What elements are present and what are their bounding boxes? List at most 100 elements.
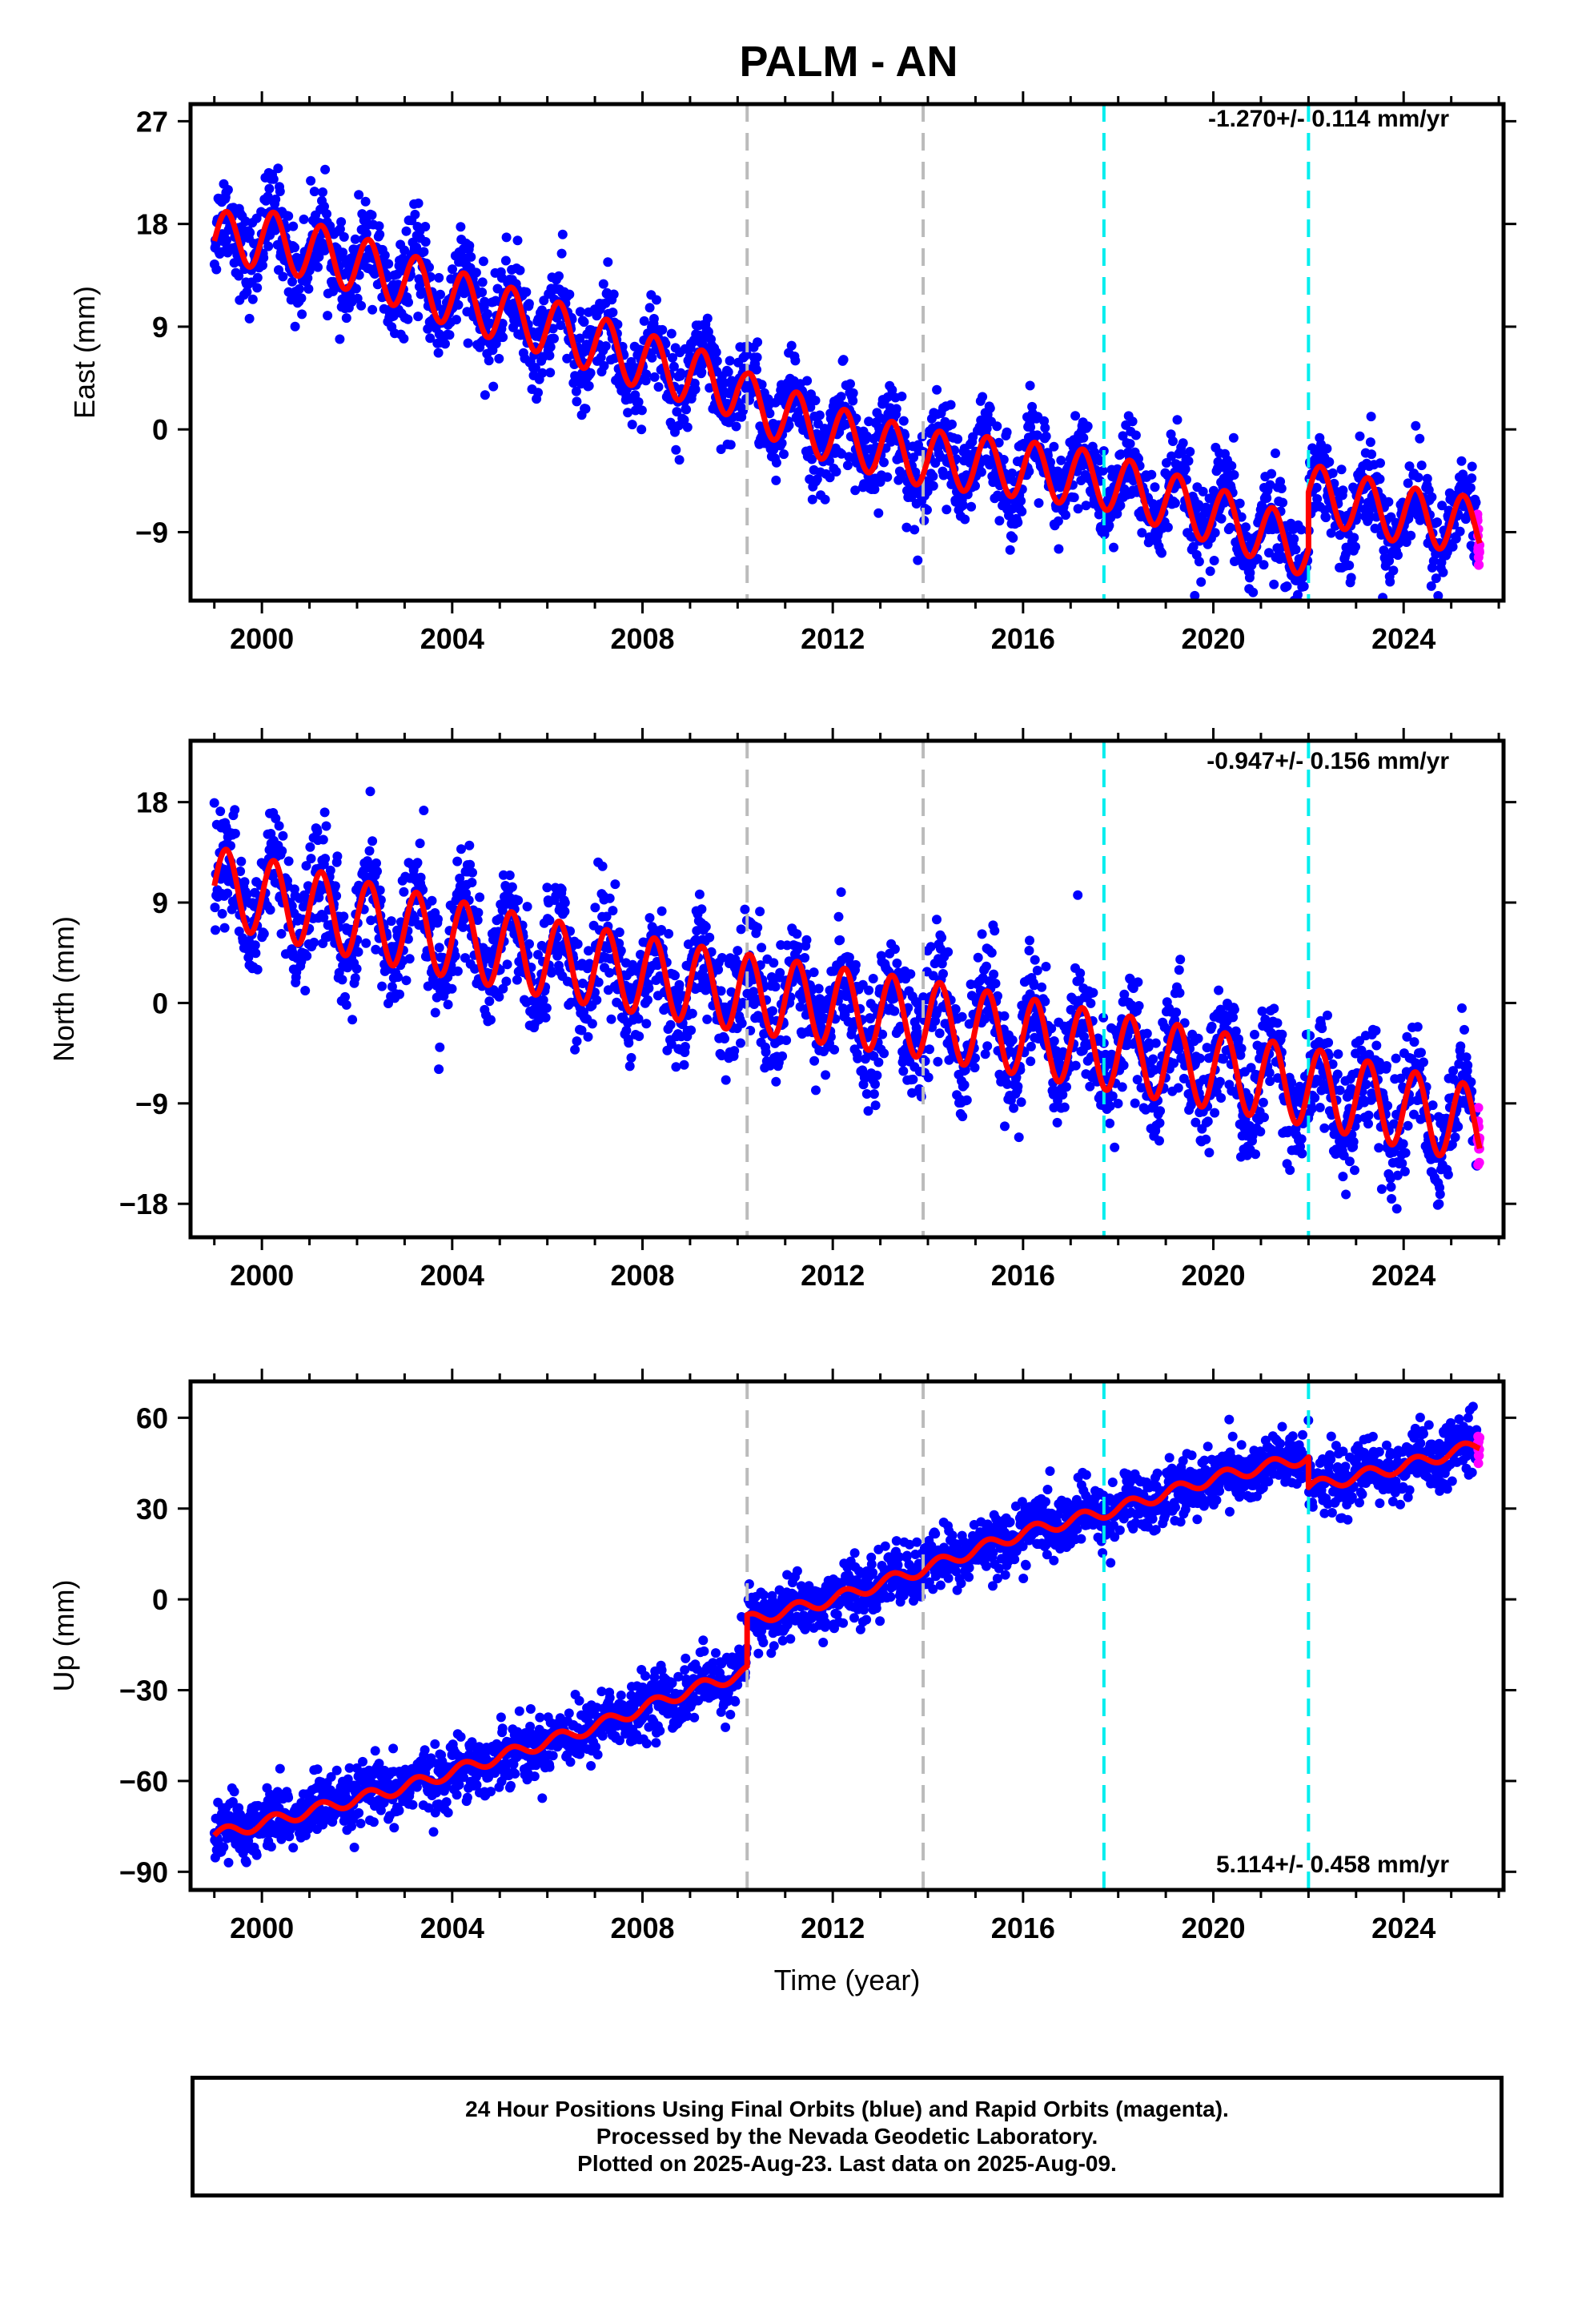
data-point [679,1059,689,1070]
data-point [1137,528,1147,538]
data-point [771,1076,781,1087]
data-point [1292,611,1302,621]
data-point [1157,548,1166,558]
data-point [540,1012,551,1023]
data-point [556,320,566,331]
data-point [548,324,558,334]
data-point [1026,422,1036,432]
data-point [932,915,942,925]
data-point [337,975,347,985]
data-point [283,211,294,221]
data-point [575,333,585,344]
data-point [990,979,1001,989]
data-point [712,356,722,366]
data-point [443,999,453,1010]
data-point [287,276,297,287]
data-point [1162,458,1171,468]
data-point [245,227,255,238]
data-point [524,939,534,949]
data-point [720,1034,729,1043]
data-point [1118,1060,1129,1071]
data-point [1032,430,1042,440]
data-point [1456,456,1467,466]
data-point [873,1057,884,1068]
data-point [500,255,511,266]
data-point [765,408,775,419]
data-point [1166,451,1177,461]
data-point [657,324,668,335]
data-point [290,321,300,332]
data-point [1437,501,1447,511]
data-point [1013,1081,1023,1092]
data-point [870,1100,881,1111]
data-point [502,959,512,970]
data-point [399,887,409,897]
data-point [1185,447,1195,456]
data-point [1355,431,1365,441]
data-point [530,363,540,373]
data-point [775,967,785,978]
data-point [1113,1099,1123,1108]
data-point [403,314,413,324]
data-point [671,444,681,455]
data-point [335,224,345,235]
data-point [554,271,564,281]
data-point [1150,1038,1161,1048]
data-point [953,434,963,444]
y-tick-label: 9 [152,311,168,344]
x-tick-label: 2020 [1181,622,1245,655]
data-point [1190,590,1200,601]
data-point [925,1044,934,1055]
data-point [494,991,504,1002]
data-point [966,501,977,512]
data-point [1229,470,1239,480]
data-point [584,380,594,391]
x-tick-label: 2016 [991,622,1055,655]
data-point [1282,581,1292,591]
data-point [239,877,250,887]
data-point [227,904,237,915]
final-orbit-points-north [209,786,1482,1214]
data-point [1229,1004,1239,1015]
data-point [223,185,233,195]
data-point [633,397,644,407]
data-point [1269,1003,1279,1014]
data-point [1219,1054,1229,1064]
data-point [614,927,624,938]
data-point [889,1006,900,1016]
data-point [572,1036,582,1047]
x-tick-label: 2008 [610,622,674,655]
data-point [1016,496,1026,506]
data-point [599,360,609,371]
data-point [305,842,315,852]
data-point [872,1070,882,1080]
data-point [1175,955,1186,965]
data-point [1317,1023,1327,1034]
data-point [351,963,362,974]
data-point [341,313,351,324]
data-point [287,901,297,911]
data-point [277,846,287,856]
data-point [1264,1068,1275,1078]
data-point [1007,1035,1018,1045]
x-tick-label: 2004 [420,622,484,655]
data-point [694,889,705,899]
data-point [937,932,947,943]
data-point [1278,497,1288,508]
data-point [379,250,390,260]
data-point [1116,449,1126,460]
data-point [1088,987,1098,998]
data-point [627,420,637,430]
data-point [908,1074,918,1084]
data-point [1062,1082,1071,1092]
data-point [1447,541,1458,552]
data-point [805,402,816,412]
data-point [1225,522,1235,533]
data-point [477,277,488,287]
data-point [1255,1127,1266,1137]
data-point [533,388,543,398]
data-point [367,304,378,315]
data-point [501,976,512,987]
data-point [938,470,949,480]
data-point [1009,1103,1019,1113]
